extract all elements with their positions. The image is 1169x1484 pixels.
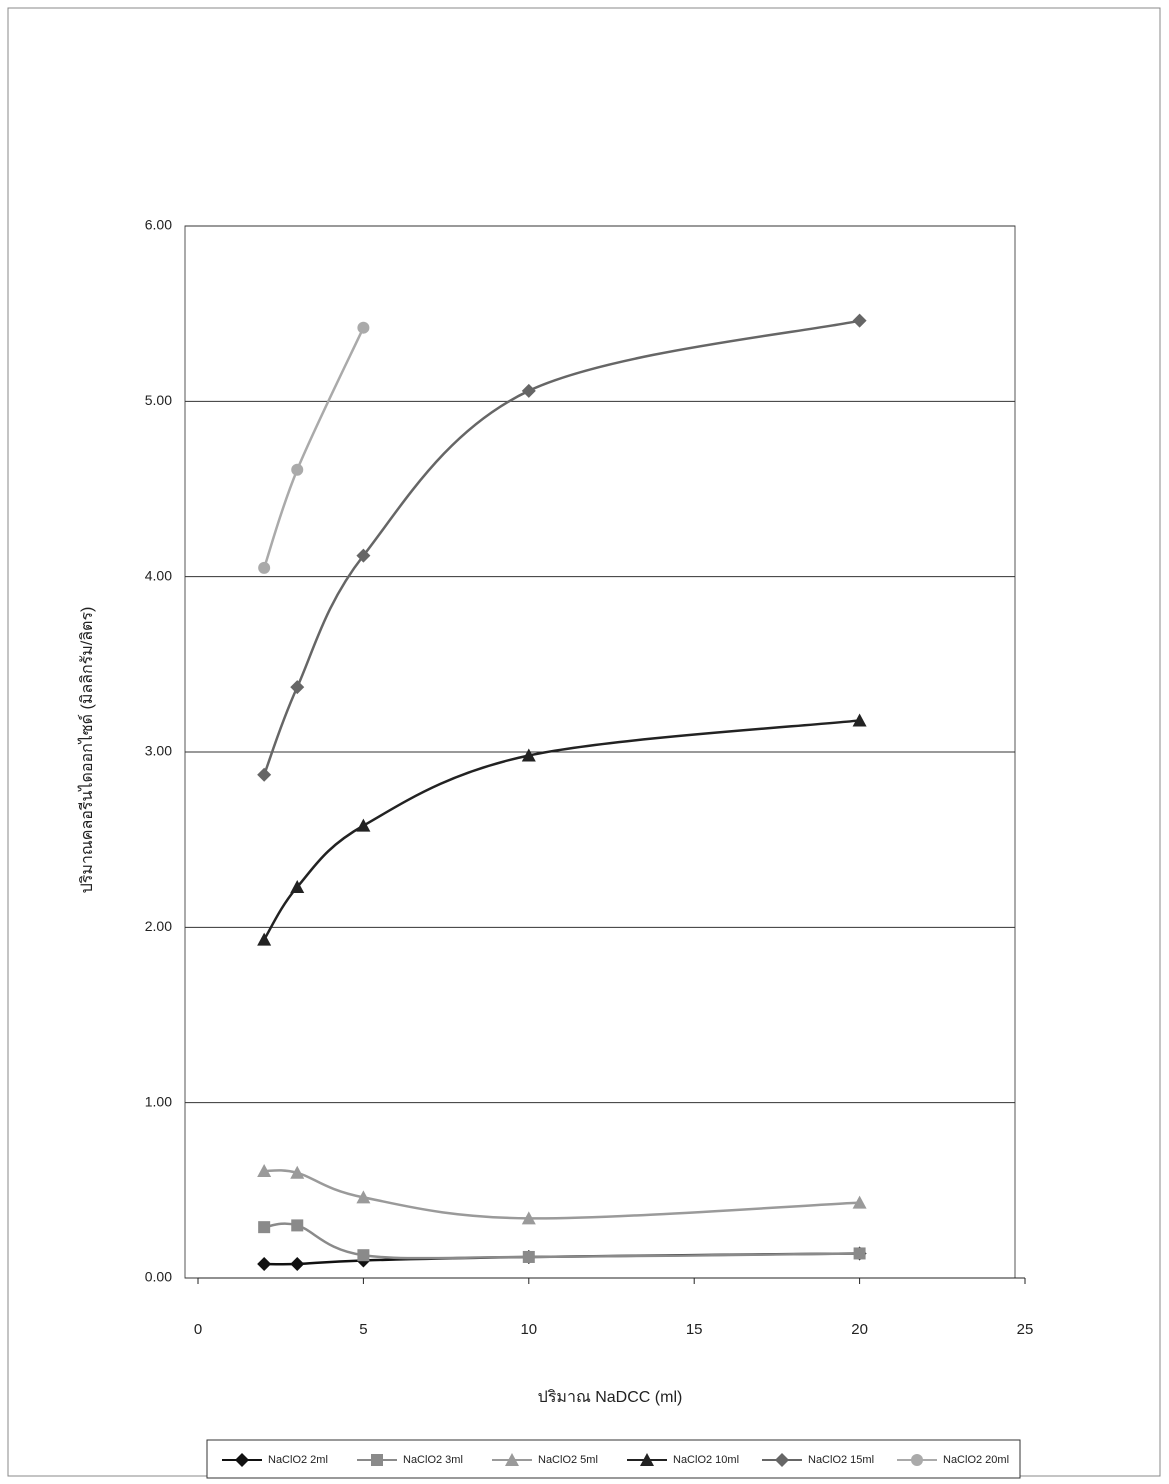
- y-tick-label: 2.00: [145, 918, 172, 934]
- y-tick-label: 4.00: [145, 567, 172, 583]
- x-tick-label: 15: [686, 1321, 703, 1338]
- data-point: [258, 1221, 270, 1233]
- series-line: [264, 1224, 859, 1259]
- x-axis-title: ปริมาณ NaDCC (ml): [538, 1389, 683, 1406]
- series-line: [264, 328, 363, 568]
- data-point: [290, 680, 304, 694]
- series-line: [264, 720, 859, 939]
- legend-label: NaClO2 2ml: [268, 1454, 328, 1466]
- data-point: [258, 562, 270, 574]
- x-tick-label: 20: [851, 1321, 868, 1338]
- data-point: [291, 464, 303, 476]
- data-point: [853, 314, 867, 328]
- x-tick-label: 10: [520, 1321, 537, 1338]
- data-point: [357, 1249, 369, 1261]
- legend-label: NaClO2 3ml: [403, 1454, 463, 1466]
- legend-marker: [371, 1454, 383, 1466]
- y-axis-title: ปริมาณคลอรีนไดออกไซด์ (มิลลิกรัม/ลิตร): [77, 607, 96, 894]
- y-tick-label: 5.00: [145, 392, 172, 408]
- legend-label: NaClO2 20ml: [943, 1454, 1009, 1466]
- data-point: [257, 768, 271, 782]
- y-tick-label: 0.00: [145, 1269, 172, 1285]
- y-tick-label: 3.00: [145, 743, 172, 759]
- data-point: [523, 1251, 535, 1263]
- data-point: [257, 933, 271, 946]
- data-point: [290, 1257, 304, 1271]
- data-point: [291, 1219, 303, 1231]
- data-point: [854, 1247, 866, 1259]
- series-line: [264, 1170, 859, 1218]
- y-tick-label: 1.00: [145, 1093, 172, 1109]
- x-tick-label: 25: [1017, 1321, 1034, 1338]
- legend-marker: [911, 1454, 923, 1466]
- chart: ปริมาณ NaDCC (ml) ปริมาณคลอรีนไดออกไซด์ …: [0, 0, 1169, 1484]
- data-point: [357, 322, 369, 334]
- legend-label: NaClO2 10ml: [673, 1454, 739, 1466]
- data-point: [257, 1257, 271, 1271]
- data-point: [356, 819, 370, 832]
- legend-label: NaClO2 15ml: [808, 1454, 874, 1466]
- x-tick-label: 5: [359, 1321, 367, 1338]
- series-line: [264, 321, 859, 775]
- data-point: [522, 384, 536, 398]
- legend-label: NaClO2 5ml: [538, 1454, 598, 1466]
- y-tick-label: 6.00: [145, 217, 172, 233]
- x-tick-label: 0: [194, 1321, 202, 1338]
